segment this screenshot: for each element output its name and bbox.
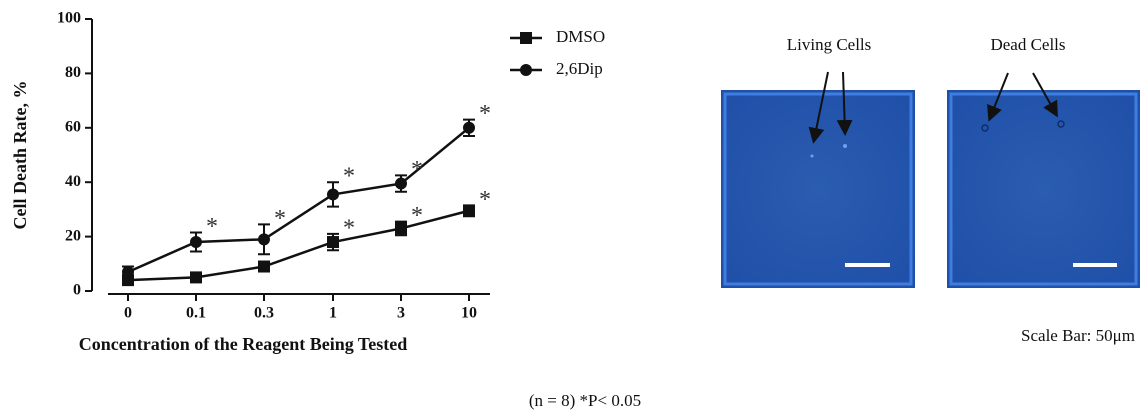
data-point xyxy=(395,222,407,234)
y-tick-label: 20 xyxy=(65,227,81,244)
x-tick-label: 10 xyxy=(461,305,477,322)
data-point xyxy=(463,205,475,217)
x-axis-label: Concentration of the Reagent Being Teste… xyxy=(79,334,407,354)
x-tick-label: 3 xyxy=(397,305,405,322)
data-point xyxy=(258,233,270,245)
data-point xyxy=(395,178,407,190)
significance: * xyxy=(479,187,491,213)
data-point xyxy=(122,266,134,278)
significance: * xyxy=(343,164,355,190)
dead-label: Dead Cells xyxy=(990,35,1065,54)
living-label: Living Cells xyxy=(787,35,872,54)
y-tick-label: 0 xyxy=(73,282,81,299)
significance: * xyxy=(206,214,218,240)
x-tick-label: 1 xyxy=(329,305,337,322)
y-axis-label: Cell Death Rate, % xyxy=(10,81,30,230)
data-point xyxy=(190,271,202,283)
legend-marker xyxy=(520,64,532,76)
micrographs: Living Cells Dead Cells Scale Bar: 50μm xyxy=(721,35,1140,345)
significance: * xyxy=(411,203,423,229)
legend-marker xyxy=(520,32,532,44)
scale-bar-label: Scale Bar: 50μm xyxy=(1021,326,1135,345)
x-tick-label: 0 xyxy=(124,305,132,322)
y-tick-label: 80 xyxy=(65,64,81,81)
significance: * xyxy=(411,157,423,183)
data-point xyxy=(327,236,339,248)
data-point xyxy=(463,122,475,134)
x-tick-label: 0.3 xyxy=(254,305,274,322)
x-tick-label: 0.1 xyxy=(186,305,206,322)
y-tick-label: 40 xyxy=(65,173,81,190)
figure: Cell Death Rate, % Concentration of the … xyxy=(0,0,1140,411)
data-point xyxy=(190,236,202,248)
significance: * xyxy=(274,206,286,232)
y-tick-label: 60 xyxy=(65,118,81,135)
significance: * xyxy=(343,215,355,241)
dead-image xyxy=(947,90,1140,288)
legend-label: DMSO xyxy=(556,27,605,46)
significance: * xyxy=(479,101,491,127)
series-line xyxy=(128,128,469,272)
legend-label: 2,6Dip xyxy=(556,59,603,78)
y-tick-label: 100 xyxy=(57,10,81,27)
data-point xyxy=(327,188,339,200)
data-point xyxy=(258,261,270,273)
footnote: (n = 8) *P< 0.05 xyxy=(529,391,641,410)
